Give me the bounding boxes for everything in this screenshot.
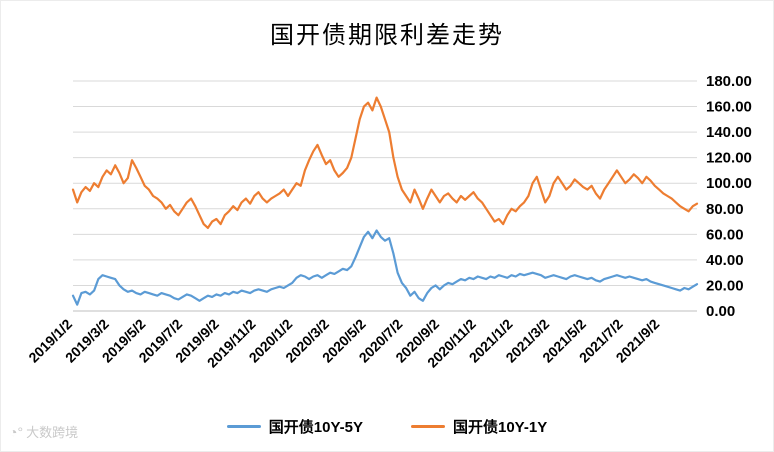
legend-swatch-blue bbox=[226, 425, 261, 428]
y-axis-tick-label: 120.00 bbox=[706, 150, 752, 167]
chart-title: 国开债期限利差走势 bbox=[270, 21, 504, 49]
y-axis-tick-label: 40.00 bbox=[706, 252, 744, 269]
y-axis-tick-label: 100.00 bbox=[706, 175, 752, 192]
series-line-10y-5y bbox=[71, 229, 699, 306]
series-line-10y-1y bbox=[71, 96, 699, 229]
legend: 国开债10Y-5Y 国开债10Y-1Y bbox=[1, 416, 773, 437]
y-axis-tick-label: 20.00 bbox=[706, 277, 744, 294]
legend-item-10y-1y: 国开债10Y-1Y bbox=[411, 416, 547, 437]
watermark-text: 大数跨境 bbox=[26, 425, 79, 440]
legend-item-10y-5y: 国开债10Y-5Y bbox=[226, 416, 363, 437]
y-axis-tick-label: 0.00 bbox=[706, 303, 735, 320]
legend-label-10y-5y: 国开债10Y-5Y bbox=[268, 419, 363, 436]
watermark: ◔° 大数跨境 bbox=[9, 422, 78, 441]
y-axis-tick-label: 140.00 bbox=[706, 124, 752, 141]
legend-label-10y-1y: 国开债10Y-1Y bbox=[453, 419, 548, 436]
y-axis-tick-label: 80.00 bbox=[706, 201, 744, 218]
y-axis-tick-label: 160.00 bbox=[706, 99, 752, 116]
legend-swatch-orange bbox=[411, 425, 445, 428]
watermark-logo-icon: ◔° bbox=[9, 423, 24, 440]
y-axis-tick-label: 180.00 bbox=[706, 73, 752, 90]
y-axis-tick-label: 60.00 bbox=[706, 226, 744, 243]
